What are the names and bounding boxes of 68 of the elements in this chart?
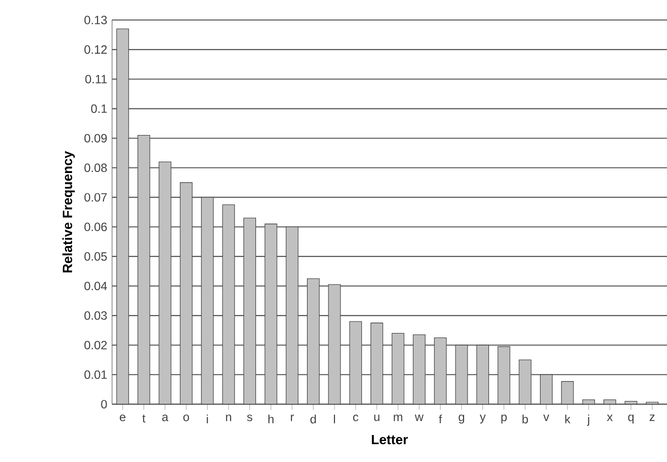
bar bbox=[476, 344, 489, 404]
x-tick-label: y bbox=[480, 414, 486, 424]
bar bbox=[646, 402, 658, 404]
bar bbox=[138, 134, 150, 404]
x-tick-label: h bbox=[268, 414, 274, 424]
x-tick-label: s bbox=[247, 414, 252, 422]
y-tick-label: 0.02 bbox=[84, 340, 107, 350]
x-tick-label: z bbox=[650, 414, 655, 421]
y-axis-title: Relative Frequency bbox=[62, 150, 75, 272]
bar bbox=[604, 399, 616, 404]
x-tick-label: u bbox=[374, 414, 380, 421]
x-tick-label: k bbox=[565, 414, 570, 424]
y-tick-label: 0.04 bbox=[84, 282, 107, 290]
x-tick-label: i bbox=[206, 414, 208, 424]
bar bbox=[264, 224, 278, 404]
x-tick-label: q bbox=[628, 414, 634, 424]
bar bbox=[582, 399, 595, 404]
x-tick-label: l bbox=[334, 414, 335, 424]
x-tick-label: d bbox=[310, 414, 316, 424]
y-tick-label: 0.03 bbox=[84, 311, 107, 320]
x-tick-label: r bbox=[290, 414, 294, 421]
bar bbox=[201, 196, 214, 404]
bar bbox=[328, 284, 341, 404]
x-axis-title: Letter bbox=[372, 434, 408, 444]
bar bbox=[349, 321, 362, 404]
bar bbox=[540, 374, 553, 404]
y-tick-label: 0.1 bbox=[91, 104, 107, 113]
x-tick-label: t bbox=[142, 414, 146, 422]
bar bbox=[412, 334, 426, 404]
bar bbox=[561, 381, 574, 404]
x-tick-label: x bbox=[606, 414, 613, 421]
bar bbox=[180, 182, 192, 404]
bar bbox=[243, 218, 256, 404]
y-tick-label: 0.05 bbox=[84, 252, 107, 261]
x-tick-label: b bbox=[522, 414, 528, 424]
x-tick-label: g bbox=[458, 414, 464, 424]
x-tick-label: p bbox=[501, 414, 507, 424]
bar bbox=[455, 344, 468, 404]
x-tick-label: o bbox=[183, 414, 190, 422]
bar bbox=[158, 161, 172, 404]
y-tick-label: 0.08 bbox=[84, 163, 107, 172]
x-tick-label: v bbox=[543, 414, 550, 421]
y-tick-label: 0.01 bbox=[84, 370, 107, 379]
bar bbox=[286, 226, 298, 404]
y-tick-label: 0.09 bbox=[84, 134, 107, 142]
bar bbox=[222, 204, 235, 404]
y-tick-label: 0.11 bbox=[85, 74, 107, 84]
bar bbox=[392, 332, 404, 404]
bar bbox=[370, 322, 384, 404]
bar bbox=[624, 400, 638, 404]
bar bbox=[434, 337, 447, 404]
x-tick-label: j bbox=[587, 414, 590, 426]
bar bbox=[116, 28, 129, 404]
y-tick-label: 0 bbox=[101, 400, 107, 408]
bar bbox=[518, 359, 532, 404]
x-tick-label: n bbox=[226, 414, 232, 421]
bar bbox=[307, 278, 320, 404]
x-tick-label: c bbox=[353, 414, 358, 422]
x-tick-label: m bbox=[394, 414, 402, 421]
bar bbox=[498, 346, 510, 404]
x-tick-label: a bbox=[162, 414, 168, 422]
x-tick-label: w bbox=[414, 414, 424, 421]
x-tick-label: f bbox=[438, 414, 442, 424]
x-tick-label: e bbox=[120, 414, 126, 422]
y-tick-label: 0.07 bbox=[84, 192, 107, 202]
y-tick-label: 0.12 bbox=[84, 45, 107, 54]
y-tick-label: 0.13 bbox=[84, 16, 107, 24]
y-tick-label: 0.06 bbox=[84, 222, 107, 232]
